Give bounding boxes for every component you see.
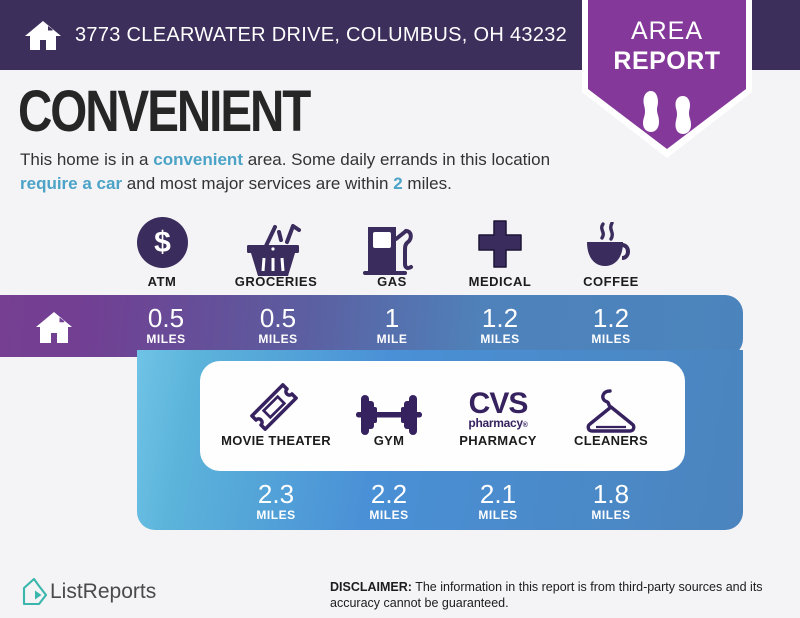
svg-text:$: $: [154, 226, 171, 259]
